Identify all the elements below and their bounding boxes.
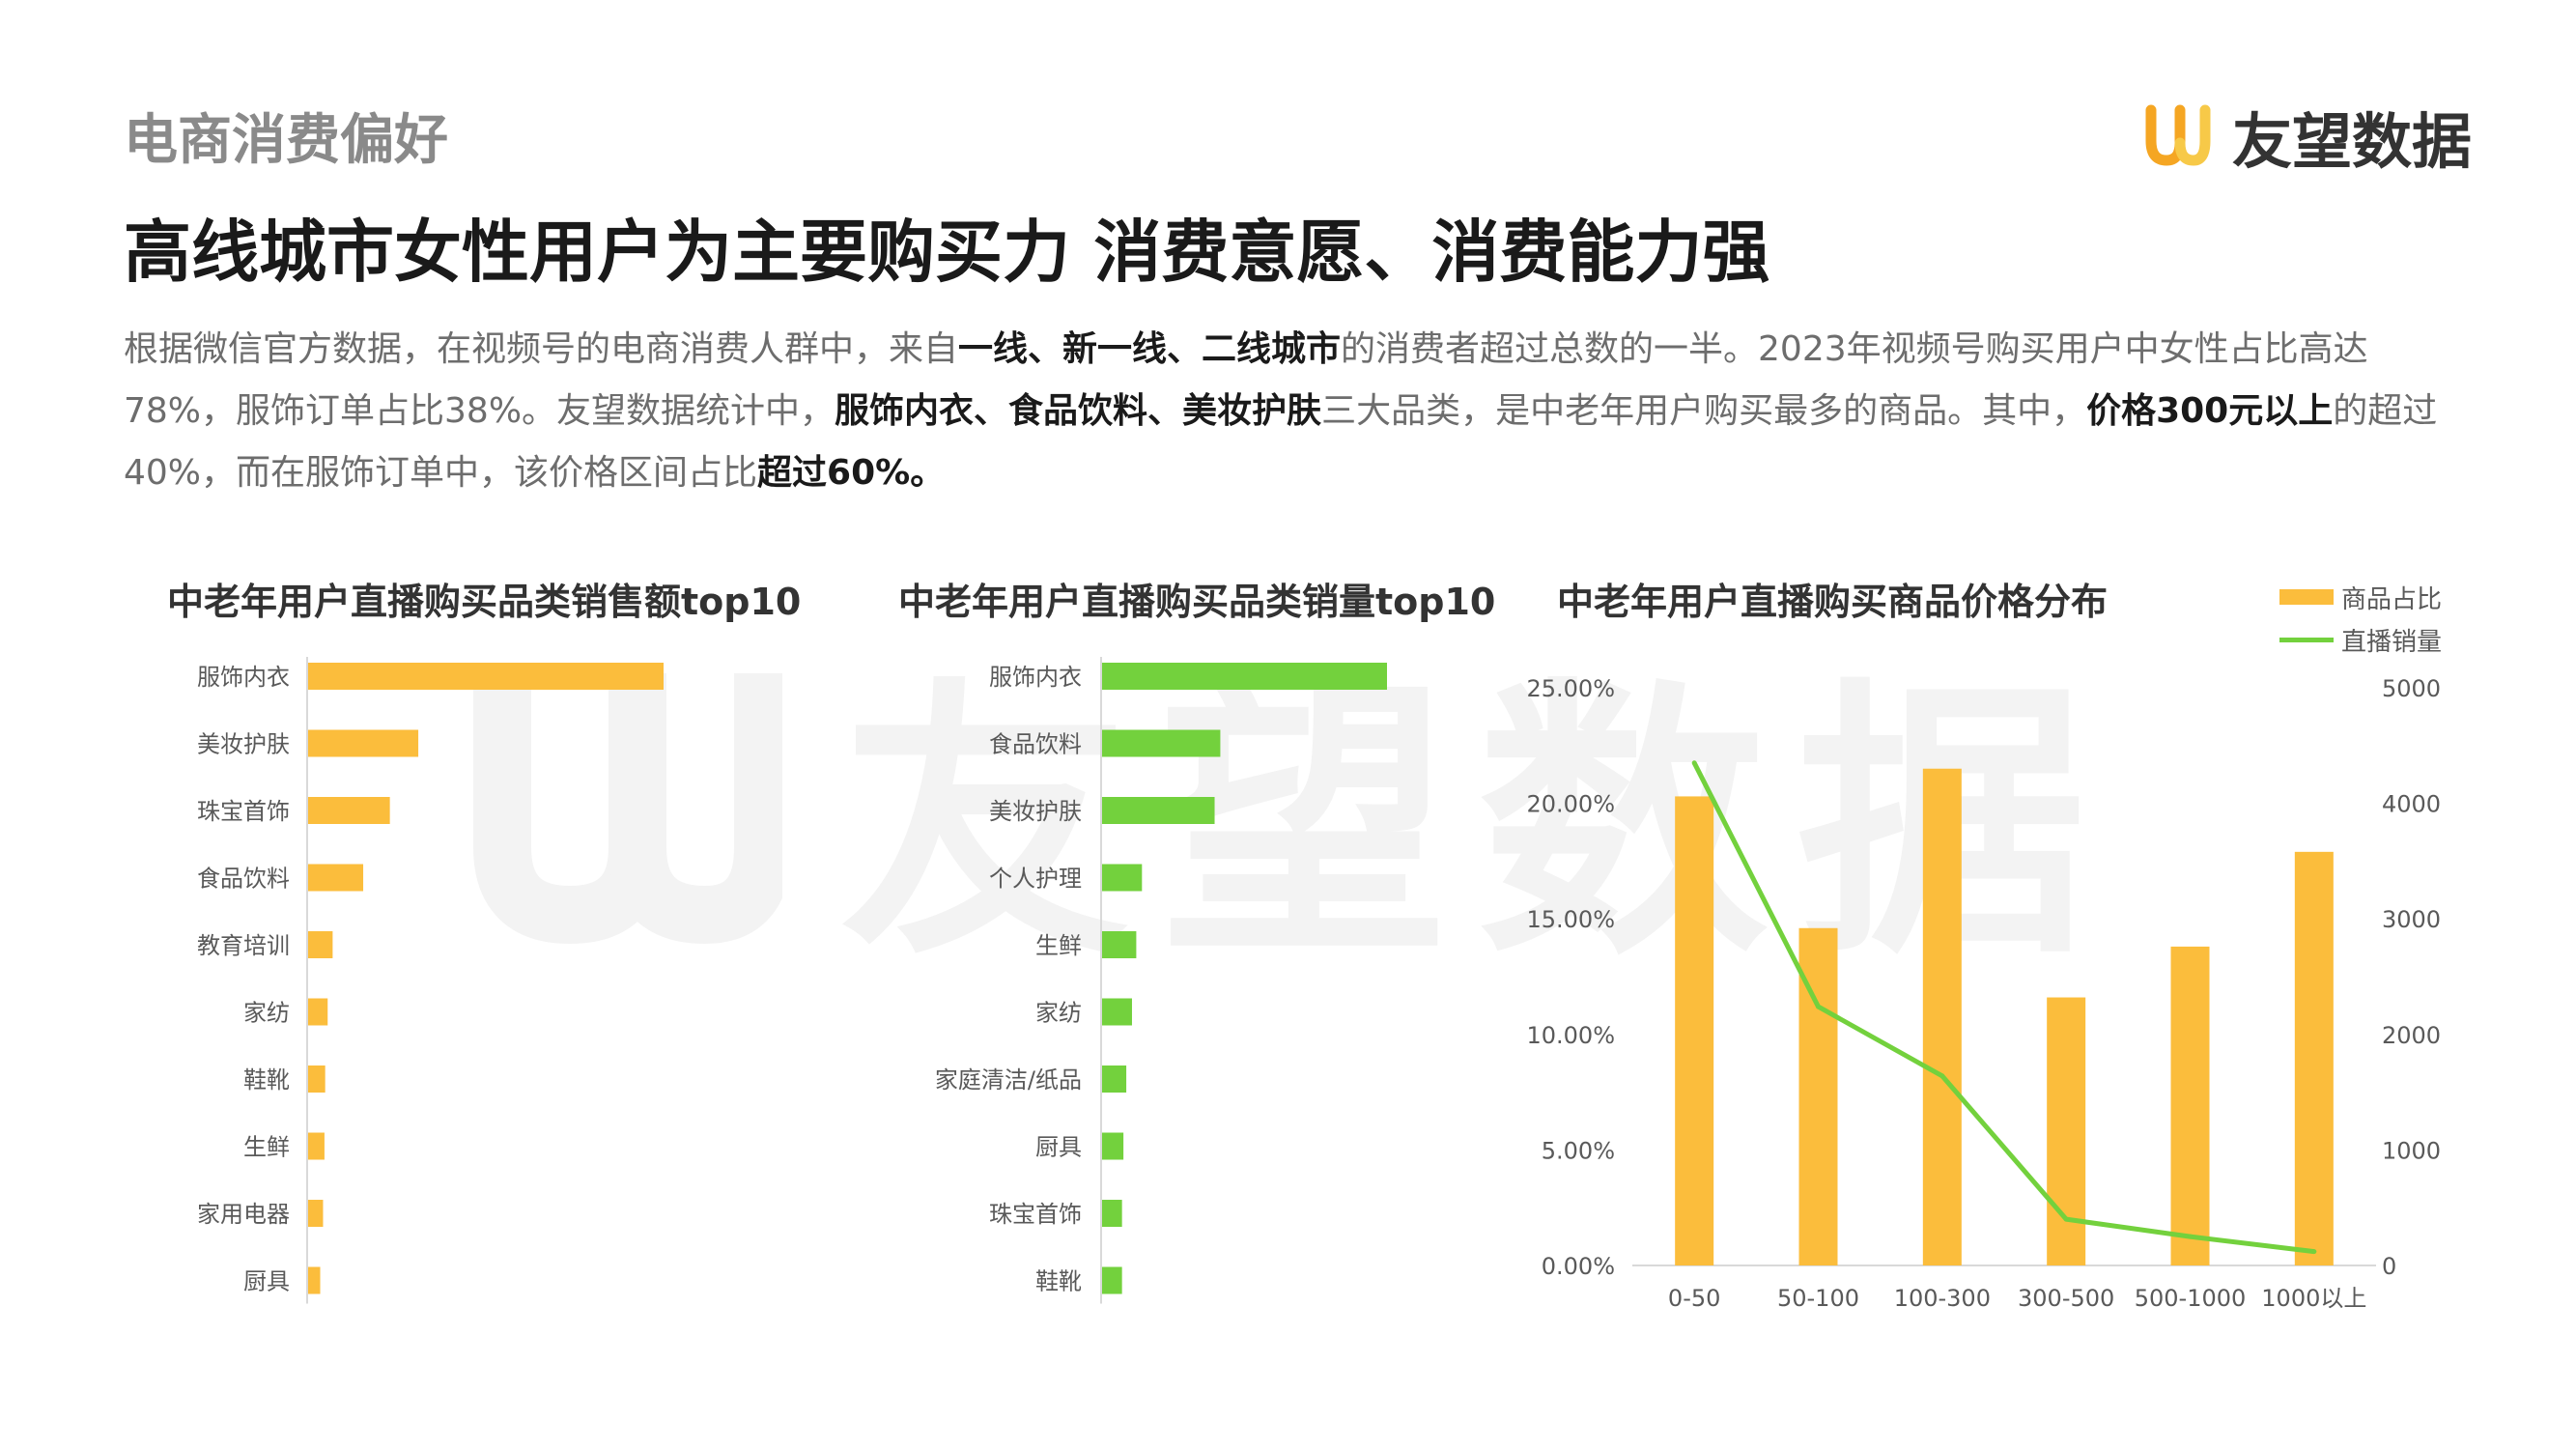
chart3-line-point [2188, 1234, 2193, 1239]
chart1-category-label: 家用电器 [197, 1201, 290, 1228]
chart1-category-label: 珠宝首饰 [197, 798, 290, 825]
chart2-category-label: 个人护理 [989, 866, 1082, 893]
chart2-category-label: 食品饮料 [989, 731, 1082, 758]
chart2-bar [1102, 663, 1387, 690]
intro-highlight-4: 超过60%。 [757, 453, 946, 493]
brand-name: 友望数据 [2231, 106, 2472, 177]
chart1-category-label: 鞋靴 [243, 1066, 290, 1094]
chart1-bar [308, 931, 333, 958]
chart2-category-label: 美妆护肤 [989, 798, 1082, 825]
chart3-y-left-tick: 5.00% [1542, 1137, 1615, 1164]
chart3-x-tick: 100-300 [1894, 1285, 1991, 1312]
chart2-category-label: 家纺 [1035, 1000, 1082, 1027]
chart2-category-label: 生鲜 [1035, 932, 1082, 959]
chart2-category-label: 鞋靴 [1035, 1268, 1082, 1295]
chart1-category-label: 教育培训 [197, 932, 290, 959]
chart3-y-left-tick: 0.00% [1542, 1253, 1615, 1280]
chart3-y-right-tick: 4000 [2382, 791, 2441, 818]
chart2-category-label: 珠宝首饰 [989, 1201, 1082, 1228]
chart1-bar [308, 864, 364, 892]
chart3-bar [2294, 851, 2334, 1265]
chart2-bar [1102, 998, 1132, 1026]
legend-item-bar: 商品占比 [2279, 576, 2442, 618]
intro-highlight-3: 价格300元以上 [2086, 391, 2334, 431]
chart3-line-point [1939, 1073, 1945, 1079]
chart3-bar [2170, 946, 2210, 1265]
legend-label-line: 直播销量 [2341, 627, 2443, 657]
chart3-x-tick: 0-50 [1668, 1285, 1720, 1312]
chart2-category-label: 家庭清洁/纸品 [935, 1066, 1082, 1094]
chart1-category-label: 美妆护肤 [197, 731, 290, 758]
chart3-line-point [2311, 1249, 2317, 1255]
chart3-x-tick: 1000以上 [2261, 1285, 2366, 1312]
chart1-bar [308, 1200, 324, 1227]
chart2-category-label: 厨具 [1035, 1134, 1082, 1161]
legend-swatch-bar [2279, 589, 2334, 605]
chart3-y-left-tick: 10.00% [1526, 1022, 1615, 1049]
chart2-category-label: 服饰内衣 [989, 664, 1082, 691]
chart3-y-left-tick: 15.00% [1526, 906, 1615, 933]
chart3-y-right-tick: 0 [2382, 1253, 2396, 1280]
chart2-title: 中老年用户直播购买品类销量top10 [898, 581, 1496, 623]
chart1-bar [308, 797, 390, 824]
chart3-price-distribution: 0.00% 5.00% 10.00% 15.00% 20.00% 25.00% 0 1000 2… [1526, 675, 2441, 1312]
section-label: 电商消费偏好 [124, 109, 448, 172]
chart3-bar [1675, 796, 1714, 1265]
chart1-category-label: 生鲜 [243, 1134, 290, 1161]
chart3-legend: 商品占比 直播销量 [2279, 576, 2442, 661]
chart3-y-left-tick: 25.00% [1526, 675, 1615, 702]
chart1-category-label: 家纺 [243, 1000, 290, 1027]
chart1-bar [308, 729, 419, 757]
chart1-bar [308, 998, 328, 1026]
intro-text-3: 三大品类，是中老年用户购买最多的商品。其中， [1321, 391, 2087, 431]
chart1-category-label: 食品饮料 [197, 866, 290, 893]
chart2-bar [1102, 864, 1143, 892]
intro-text-4: 的超过40%，而在服饰订单中，该价格区间占比 [124, 391, 2438, 493]
intro-paragraph: 根据微信官方数据，在视频号的电商消费人群中，来自一线、新一线、二线城市的消费者超… [124, 319, 2466, 504]
legend-label-bar: 商品占比 [2341, 584, 2443, 614]
chart1-bar [308, 1065, 326, 1093]
chart2-bar [1102, 797, 1215, 824]
chart2-bar [1102, 1266, 1122, 1294]
chart3-line-point [1691, 760, 1697, 766]
chart3-y-left-tick: 20.00% [1526, 791, 1615, 818]
chart1-category-label: 服饰内衣 [197, 664, 290, 691]
chart1-bar [308, 1266, 321, 1294]
chart3-y-right-tick: 5000 [2382, 675, 2441, 702]
legend-swatch-line [2279, 637, 2334, 642]
chart3-line-point [1816, 1004, 1821, 1009]
intro-text-1: 根据微信官方数据，在视频号的电商消费人群中，来自 [124, 329, 959, 369]
chart1-title: 中老年用户直播购买品类销售额top10 [167, 581, 802, 623]
chart2-bar [1102, 1065, 1127, 1093]
chart3-y-right-tick: 1000 [2382, 1137, 2441, 1164]
chart3-line-series [1691, 761, 2315, 1255]
intro-text-2: 的消费者超过总数的一半。2023年视频号购买用户中女性占比高达78%，服饰订单占… [124, 329, 2368, 431]
chart3-bar [1922, 768, 1962, 1265]
chart1-bar [308, 1132, 325, 1160]
chart2-bar [1102, 729, 1221, 757]
chart2-bar [1102, 1132, 1124, 1160]
chart3-x-tick: 300-500 [2018, 1285, 2114, 1312]
chart3-y-right-tick: 3000 [2382, 906, 2441, 933]
chart2-bar [1102, 931, 1137, 958]
chart3-title: 中老年用户直播购买商品价格分布 [1557, 581, 2109, 623]
intro-highlight-2: 服饰内衣、食品饮料、美妆护肤 [835, 391, 1322, 431]
page-title: 高线城市女性用户为主要购买力 消费意愿、消费能力强 [124, 213, 1770, 292]
chart1-category-label: 厨具 [243, 1268, 290, 1295]
chart2-bar [1102, 1200, 1122, 1227]
chart3-bar [2047, 997, 2086, 1265]
brand-logo-icon [2145, 104, 2211, 166]
chart3-y-right-tick: 2000 [2382, 1022, 2441, 1049]
chart1-bar [308, 663, 664, 690]
intro-highlight-1: 一线、新一线、二线城市 [958, 329, 1342, 369]
chart3-x-tick: 500-1000 [2135, 1285, 2247, 1312]
chart3-x-tick: 50-100 [1777, 1285, 1859, 1312]
legend-item-line: 直播销量 [2279, 618, 2442, 661]
brand-logo: 友望数据 [2143, 93, 2472, 180]
chart3-line-point [2063, 1216, 2069, 1222]
